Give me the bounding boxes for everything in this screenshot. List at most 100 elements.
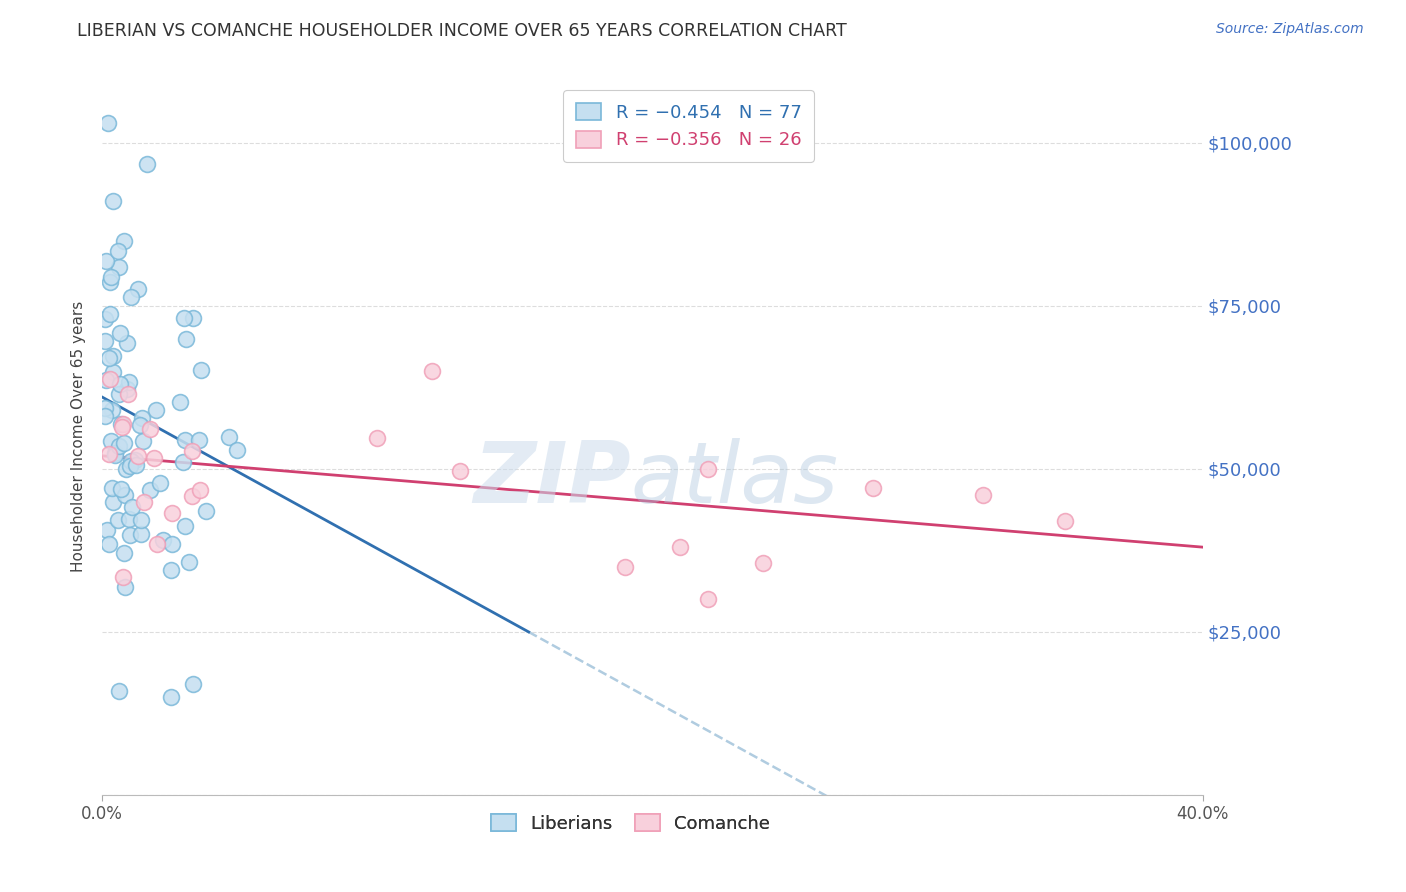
Point [180, 489, 202, 503]
Point [129, 527, 152, 541]
Point [118, 528, 141, 542]
Point [146, 537, 169, 551]
Point [366, 431, 388, 445]
Point [181, 677, 204, 691]
Point [112, 545, 135, 559]
Point [169, 394, 191, 409]
Point [114, 488, 136, 502]
Point [190, 363, 212, 377]
Point [449, 464, 471, 478]
Point [136, 157, 159, 171]
Y-axis label: Householder Income Over 65 years: Householder Income Over 65 years [72, 301, 86, 572]
Point [111, 417, 134, 431]
Point [614, 559, 637, 574]
Point [94, 373, 117, 387]
Point [94, 311, 117, 326]
Point [107, 244, 129, 258]
Point [124, 453, 146, 467]
Point [132, 495, 155, 509]
Point [145, 403, 167, 417]
Point [143, 450, 166, 465]
Text: atlas: atlas [630, 438, 838, 521]
Point [131, 434, 153, 448]
Point [131, 513, 153, 527]
Point [172, 455, 194, 469]
Point [118, 511, 141, 525]
Point [97, 447, 120, 461]
Point [125, 458, 148, 473]
Point [160, 563, 183, 577]
Point [129, 417, 152, 432]
Point [174, 332, 197, 346]
Point [104, 449, 127, 463]
Point [98, 275, 121, 289]
Point [111, 420, 134, 434]
Point [173, 311, 195, 326]
Point [669, 540, 692, 554]
Point [187, 433, 209, 447]
Point [100, 434, 122, 449]
Point [115, 461, 138, 475]
Point [118, 375, 141, 389]
Point [101, 402, 124, 417]
Point [115, 382, 138, 396]
Point [862, 482, 884, 496]
Point [96, 523, 118, 537]
Point [112, 570, 135, 584]
Point [107, 512, 129, 526]
Point [972, 488, 994, 502]
Point [104, 446, 127, 460]
Point [98, 537, 121, 551]
Point [160, 690, 183, 705]
Point [152, 533, 174, 547]
Point [181, 310, 204, 325]
Point [120, 454, 142, 468]
Point [127, 282, 149, 296]
Point [94, 334, 117, 349]
Point [107, 439, 129, 453]
Point [107, 386, 129, 401]
Point [112, 435, 135, 450]
Point [96, 253, 118, 268]
Text: ZIP: ZIP [472, 438, 630, 521]
Point [131, 411, 153, 425]
Point [181, 443, 204, 458]
Point [107, 683, 129, 698]
Point [98, 351, 121, 365]
Point [177, 555, 200, 569]
Point [101, 366, 124, 380]
Point [188, 483, 211, 497]
Point [94, 401, 117, 415]
Point [422, 364, 444, 378]
Point [98, 307, 121, 321]
Point [696, 462, 718, 476]
Point [139, 422, 162, 436]
Point [195, 504, 218, 518]
Point [112, 234, 135, 248]
Point [218, 430, 240, 444]
Point [97, 116, 120, 130]
Point [149, 476, 172, 491]
Point [115, 335, 138, 350]
Point [174, 433, 197, 447]
Point [173, 518, 195, 533]
Point [100, 372, 122, 386]
Point [110, 483, 132, 497]
Legend: Liberians, Comanche: Liberians, Comanche [484, 806, 778, 840]
Text: LIBERIAN VS COMANCHE HOUSEHOLDER INCOME OVER 65 YEARS CORRELATION CHART: LIBERIAN VS COMANCHE HOUSEHOLDER INCOME … [77, 22, 846, 40]
Point [696, 592, 718, 607]
Point [162, 537, 184, 551]
Point [94, 409, 117, 423]
Point [108, 326, 131, 340]
Point [101, 481, 124, 495]
Point [117, 386, 139, 401]
Point [120, 458, 142, 473]
Point [110, 417, 132, 432]
Point [114, 580, 136, 594]
Point [225, 443, 247, 458]
Point [121, 500, 143, 514]
Point [101, 349, 124, 363]
Point [107, 260, 129, 274]
Point [101, 495, 124, 509]
Point [1054, 514, 1077, 528]
